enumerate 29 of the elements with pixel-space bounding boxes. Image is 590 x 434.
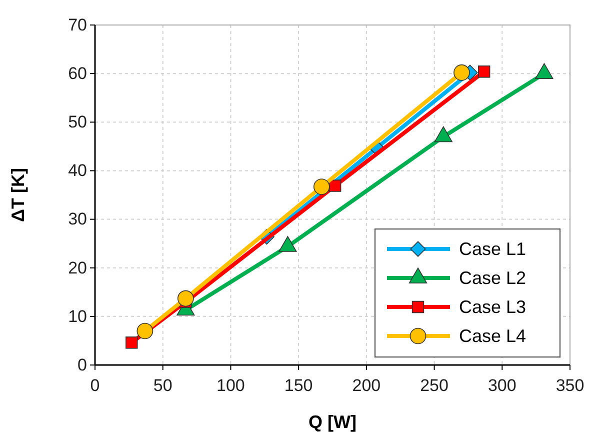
y-tick-label: 20 — [68, 258, 87, 278]
x-tick-label: 350 — [556, 376, 584, 395]
y-tick-label: 60 — [68, 64, 87, 84]
y-tick-label: 50 — [68, 112, 87, 132]
x-tick-label: 200 — [352, 376, 381, 395]
point — [126, 336, 138, 349]
legend-label: Case L3 — [459, 297, 526, 317]
x-tick-label: 250 — [420, 376, 448, 395]
x-tick-label: 300 — [488, 376, 516, 395]
x-tick-label: 50 — [153, 376, 172, 395]
point — [478, 66, 490, 78]
y-tick-label: 30 — [68, 210, 87, 229]
y-axis-title: ΔT [K] — [8, 168, 28, 222]
legend-label: Case L4 — [459, 326, 526, 346]
y-tick-label: 10 — [68, 306, 87, 326]
point — [136, 322, 154, 340]
y-tick-label: 40 — [68, 161, 87, 180]
point — [454, 64, 470, 81]
point — [328, 180, 342, 192]
y-tick-label: 70 — [68, 15, 87, 34]
point — [177, 290, 194, 307]
x-axis-title: Q [W] — [308, 412, 356, 432]
y-tick-label: 0 — [78, 355, 87, 374]
x-tick-label: 0 — [90, 376, 100, 395]
legend-label: Case L1 — [459, 239, 526, 259]
point — [313, 178, 330, 195]
legend-label: Case L2 — [459, 268, 526, 288]
x-tick-label: 150 — [284, 376, 313, 395]
x-tick-label: 100 — [216, 376, 245, 395]
